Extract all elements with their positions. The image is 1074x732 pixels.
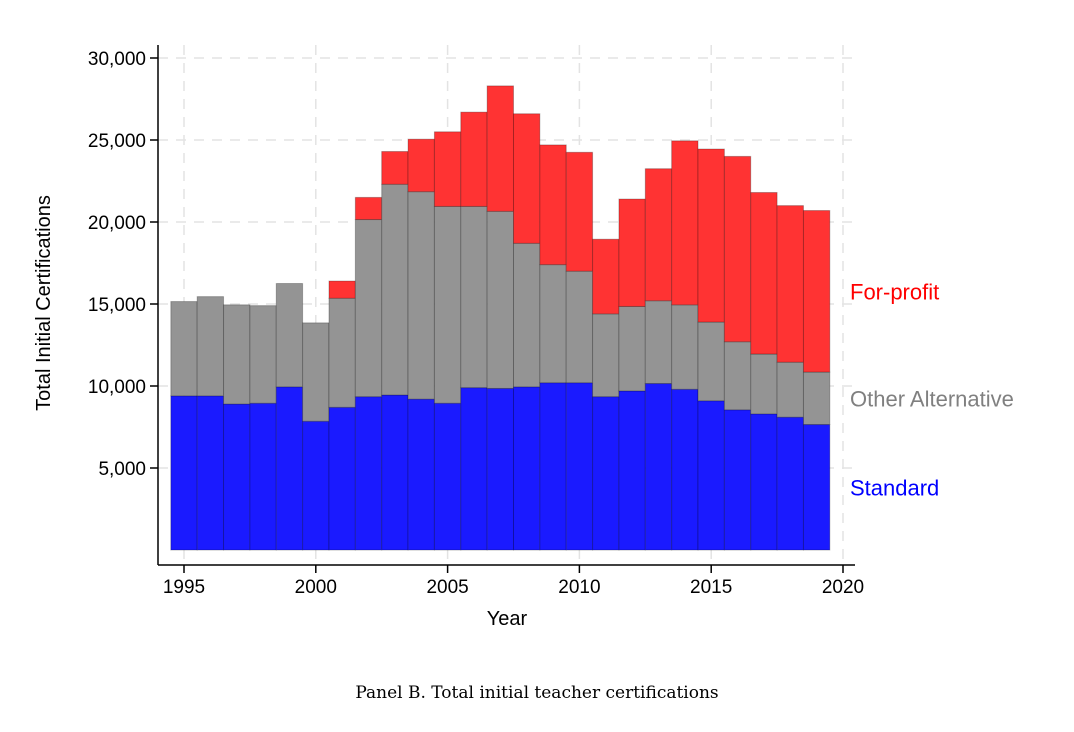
bar-segment-for-profit-2013 (644, 168, 673, 302)
bar-segment-other-alternative-2007 (486, 210, 515, 389)
bar-segment-other-alternative-2005 (433, 205, 462, 404)
bar-segment-for-profit-2012 (618, 198, 646, 307)
y-tick-label: 15,000 (88, 295, 146, 316)
bar-segment-standard-2019 (802, 424, 831, 551)
bar-segment-standard-2005 (433, 402, 462, 551)
bar-segment-other-alternative-2000 (302, 322, 330, 422)
bar-segment-standard-2018 (776, 416, 804, 551)
x-tick-label: 2000 (295, 577, 337, 598)
bar-segment-other-alternative-2010 (565, 270, 594, 384)
bar-segment-standard-2017 (750, 413, 778, 551)
bar-segment-standard-2008 (513, 386, 541, 551)
bar-segment-for-profit-2001 (328, 280, 356, 299)
bar-segment-for-profit-2019 (802, 210, 831, 373)
x-tick-label: 2020 (822, 577, 864, 598)
y-axis-title: Total Initial Certifications (33, 195, 55, 411)
legend-label-standard: Standard (850, 475, 939, 500)
legend: Standard Other Alternative For-profit (850, 279, 1014, 500)
bar-segment-for-profit-2002 (354, 196, 383, 221)
bar-segment-standard-1997 (223, 403, 251, 551)
legend-label-for-profit: For-profit (850, 279, 939, 304)
bar-segment-for-profit-2017 (750, 191, 778, 355)
legend-label-other-alternative: Other Alternative (850, 386, 1014, 411)
bar-segment-for-profit-2005 (433, 131, 462, 207)
bar-segment-for-profit-2010 (565, 151, 594, 272)
bar-segment-for-profit-2015 (697, 148, 725, 323)
bar-segment-other-alternative-1997 (223, 304, 251, 405)
bar-segment-for-profit-2014 (671, 140, 699, 306)
bar-segment-standard-2014 (671, 388, 699, 551)
bar-segment-other-alternative-2011 (592, 313, 620, 398)
bar-segment-other-alternative-1995 (170, 301, 198, 397)
bar-segment-standard-2004 (407, 398, 435, 551)
bar-segment-for-profit-2006 (460, 111, 488, 207)
bar-segment-standard-2002 (354, 396, 383, 551)
bar-segment-other-alternative-2014 (671, 304, 699, 390)
bar-segment-other-alternative-2001 (328, 297, 356, 408)
bar-segment-standard-1995 (170, 395, 198, 551)
bar-segment-standard-1996 (196, 395, 225, 551)
bar-segment-standard-2006 (460, 387, 488, 551)
bar-segment-for-profit-2016 (723, 155, 752, 343)
bar-segment-standard-2000 (302, 420, 330, 551)
axes: 5,000 10,000 15,000 20,000 25,000 30,000 1995 2… (88, 45, 864, 598)
bar-segment-other-alternative-2009 (539, 264, 567, 384)
bar-segment-for-profit-2007 (486, 85, 515, 212)
bar-segment-other-alternative-1999 (275, 283, 304, 388)
bar-segment-standard-2013 (644, 383, 673, 551)
bar-segment-other-alternative-2018 (776, 361, 804, 418)
bar-segment-standard-1999 (275, 386, 304, 551)
bar-segment-other-alternative-1996 (196, 296, 225, 397)
bar-segment-other-alternative-2004 (407, 191, 435, 400)
bar-segment-standard-2007 (486, 387, 515, 551)
bar-segment-other-alternative-2017 (750, 353, 778, 415)
bar-segment-standard-2003 (381, 394, 409, 551)
bar-segment-standard-2009 (539, 382, 567, 551)
bar-segment-other-alternative-2019 (802, 371, 831, 426)
bar-segment-standard-2001 (328, 406, 356, 551)
x-tick-label: 2010 (558, 577, 600, 598)
y-tick-label: 30,000 (88, 49, 146, 70)
bar-segment-standard-2012 (618, 390, 646, 551)
bar-segment-for-profit-2004 (407, 138, 435, 193)
figure-caption: Panel B. Total initial teacher certifica… (355, 683, 719, 703)
x-axis-title: Year (487, 608, 528, 630)
bar-segment-other-alternative-1998 (249, 305, 277, 404)
y-tick-label: 25,000 (88, 131, 146, 152)
x-tick-label: 2005 (426, 577, 468, 598)
bar-segment-other-alternative-2013 (644, 300, 673, 385)
bar-segment-standard-2016 (723, 409, 752, 551)
bar-segment-standard-2015 (697, 400, 725, 551)
bar-segment-other-alternative-2006 (460, 205, 488, 389)
bar-segment-for-profit-2011 (592, 238, 620, 315)
stacked-bar-chart: 5,000 10,000 15,000 20,000 25,000 30,000 1995 2… (33, 45, 1014, 630)
bar-segment-for-profit-2008 (513, 113, 541, 244)
bar-segment-standard-2011 (592, 396, 620, 551)
x-tick-label: 1995 (163, 577, 205, 598)
bar-segment-for-profit-2003 (381, 150, 409, 185)
x-tick-label: 2015 (690, 577, 732, 598)
bar-segment-for-profit-2018 (776, 205, 804, 363)
bar-segment-other-alternative-2008 (513, 242, 541, 388)
bar-segment-standard-2010 (565, 382, 594, 551)
y-tick-label: 20,000 (88, 213, 146, 234)
bar-segment-other-alternative-2012 (618, 305, 646, 392)
bars (170, 85, 831, 551)
y-tick-label: 5,000 (98, 459, 146, 480)
bar-segment-other-alternative-2003 (381, 183, 409, 396)
bar-segment-other-alternative-2015 (697, 321, 725, 402)
bar-segment-for-profit-2009 (539, 144, 567, 266)
bar-segment-standard-1998 (249, 402, 277, 551)
bar-segment-other-alternative-2002 (354, 219, 383, 398)
bar-segment-other-alternative-2016 (723, 341, 752, 411)
y-tick-label: 10,000 (88, 377, 146, 398)
